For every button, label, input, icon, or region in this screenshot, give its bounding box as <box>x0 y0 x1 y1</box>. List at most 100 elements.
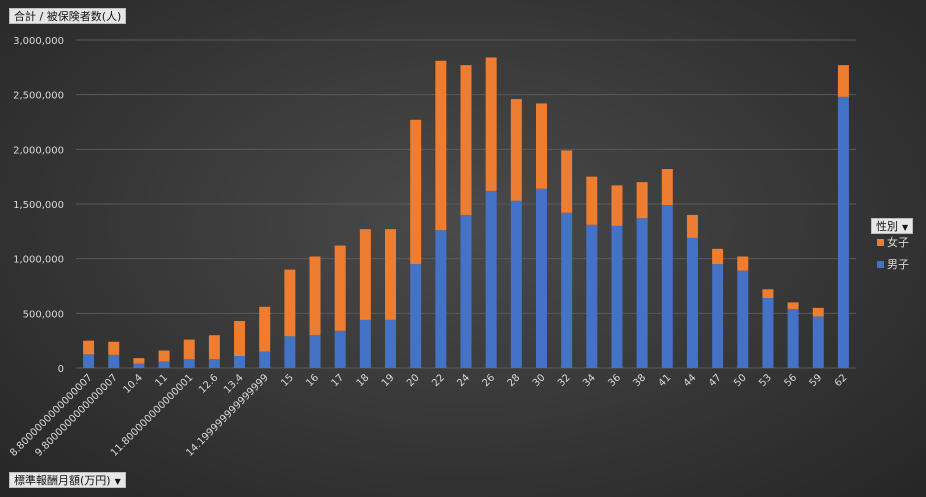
bar-male <box>510 200 522 368</box>
y-tick-label: 500,000 <box>23 309 64 320</box>
bar-female <box>812 307 824 317</box>
bar-female <box>309 256 321 336</box>
bar-female <box>234 320 246 356</box>
x-tick-label: 50 <box>732 372 749 389</box>
bar-female <box>485 57 497 191</box>
bar-male <box>661 205 673 368</box>
x-tick-label: 12.6 <box>197 372 221 396</box>
x-tick-label: 32 <box>556 372 573 389</box>
x-tick-label: 62 <box>833 372 850 389</box>
bar-male <box>435 230 447 368</box>
values-field-button[interactable]: 合計 / 被保険者数(人) <box>9 8 127 24</box>
legend-field-button[interactable]: 性別 ▼ <box>871 218 914 234</box>
bar-female <box>535 103 547 189</box>
bar-male <box>208 359 220 368</box>
axis-field-label: 標準報酬月額(万円) <box>14 474 111 487</box>
y-tick-label: 2,500,000 <box>13 91 64 102</box>
x-tick-label: 17 <box>330 372 347 389</box>
bar-female <box>661 169 673 206</box>
x-tick-label: 22 <box>430 372 447 389</box>
bar-female <box>586 176 598 225</box>
bar-male <box>309 335 321 368</box>
bar-female <box>712 248 724 265</box>
bar-male <box>787 308 799 368</box>
x-tick-label: 28 <box>506 372 523 389</box>
chevron-down-icon: ▼ <box>114 477 121 486</box>
bar-male <box>83 354 95 368</box>
bar-male <box>133 363 145 368</box>
bar-female <box>83 340 95 355</box>
bar-male <box>686 237 698 368</box>
x-tick-label: 11.800000000000001 <box>109 372 196 459</box>
bar-female <box>183 339 195 360</box>
bar-female <box>561 150 573 213</box>
bar-female <box>208 335 220 360</box>
bar-male <box>259 351 271 368</box>
bar-female <box>385 229 397 320</box>
x-tick-label: 24 <box>455 372 472 389</box>
bar-female <box>259 306 271 352</box>
bar-male <box>410 264 422 368</box>
bar-male <box>586 224 598 368</box>
bar-female <box>787 302 799 309</box>
bar-female <box>611 185 623 226</box>
bar-female <box>108 341 120 355</box>
bar-male <box>485 190 497 368</box>
bar-male <box>561 212 573 368</box>
bar-male <box>712 264 724 368</box>
bar-female <box>359 229 371 320</box>
bar-female <box>837 65 849 97</box>
x-tick-label: 36 <box>606 372 623 389</box>
bar-male <box>334 330 346 368</box>
bar-male <box>535 188 547 368</box>
legend-label: 女子 <box>887 235 909 249</box>
bar-male <box>385 319 397 368</box>
y-tick-label: 0 <box>58 364 64 375</box>
x-tick-label: 44 <box>682 372 699 389</box>
y-axis-ticks: 0 500,000 1,000,000 1,500,000 2,000,000 2,500… <box>13 36 64 375</box>
legend-swatch <box>877 239 884 246</box>
bar-female <box>686 214 698 238</box>
bar-male <box>611 225 623 368</box>
x-tick-label: 18 <box>355 372 372 389</box>
bar-male <box>108 354 120 368</box>
legend-field-label: 性別 <box>876 220 898 233</box>
bar-male <box>636 218 648 368</box>
bar-female <box>284 269 296 337</box>
y-tick-label: 2,000,000 <box>13 145 64 156</box>
bars <box>83 57 849 368</box>
x-tick-label: 56 <box>782 372 799 389</box>
x-tick-label: 34 <box>581 372 598 389</box>
bar-female <box>762 289 774 299</box>
bar-female <box>334 245 346 331</box>
x-tick-label: 26 <box>480 372 497 389</box>
bar-male <box>460 214 472 368</box>
y-tick-label: 1,000,000 <box>13 255 64 266</box>
chevron-down-icon: ▼ <box>902 223 909 232</box>
bar-female <box>410 119 422 265</box>
bar-female <box>133 358 145 364</box>
bar-male <box>284 336 296 368</box>
x-tick-label: 19 <box>380 372 397 389</box>
x-tick-label: 11 <box>153 372 170 389</box>
bar-female <box>460 65 472 215</box>
axis-field-button[interactable]: 標準報酬月額(万円) ▼ <box>9 472 126 488</box>
x-tick-label: 15 <box>279 372 296 389</box>
bar-male <box>737 270 749 368</box>
x-tick-label: 30 <box>531 372 548 389</box>
values-field-label: 合計 / 被保険者数(人) <box>14 10 122 23</box>
x-tick-label: 53 <box>757 372 774 389</box>
bar-male <box>812 316 824 368</box>
x-tick-label: 10.4 <box>122 372 146 396</box>
bar-female <box>435 60 447 231</box>
x-tick-label: 41 <box>657 372 674 389</box>
bar-female <box>636 182 648 219</box>
x-tick-label: 59 <box>808 372 825 389</box>
x-tick-label: 16 <box>304 372 321 389</box>
bar-male <box>158 361 170 368</box>
bar-male <box>183 359 195 368</box>
bar-female <box>510 99 522 201</box>
